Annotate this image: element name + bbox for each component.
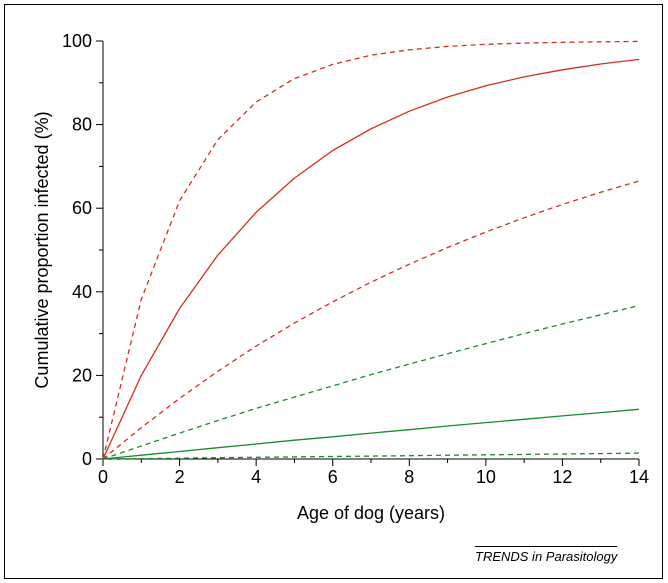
y-tick-label: 80 [72,115,92,135]
source-credit: TRENDS in Parasitology [475,546,618,564]
x-tick-label: 8 [404,467,414,487]
x-tick-label: 12 [552,467,572,487]
x-tick-label: 0 [98,467,108,487]
series-line-red-solid-1 [102,58,640,460]
y-tick-label: 0 [82,449,92,469]
series-line-green-dashed-6 [102,452,640,460]
x-tick-label: 4 [251,467,261,487]
y-tick-label: 40 [72,282,92,302]
axes: 0 20 40 60 80 100 0 2 4 6 8 10 12 14 [62,31,649,487]
x-tick-label: 6 [328,467,338,487]
x-tick-label: 2 [175,467,185,487]
x-tick-label: 10 [476,467,496,487]
series-line-green-solid-5 [102,408,640,460]
y-tick-label: 60 [72,198,92,218]
series-line-green-dashed-4 [102,304,640,460]
y-tick-label: 100 [62,31,92,51]
series-line-red-dashed-3 [102,180,640,460]
x-axis-title: Age of dog (years) [297,503,445,523]
y-tick-label: 20 [72,365,92,385]
y-axis-title: Cumulative proportion infected (%) [32,111,52,388]
series-layer [102,40,640,460]
x-tick-label: 14 [629,467,649,487]
figure-frame [4,4,663,579]
